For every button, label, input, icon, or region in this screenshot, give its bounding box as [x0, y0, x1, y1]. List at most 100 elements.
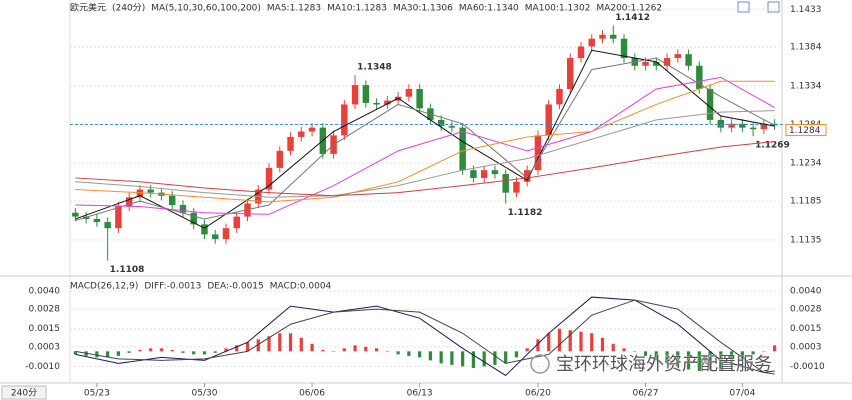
candle-body: [610, 34, 617, 39]
macd-bar: [568, 330, 572, 352]
candle-body: [717, 119, 725, 128]
candle-body: [663, 58, 671, 66]
macd-bar: [288, 333, 293, 352]
macd-bar: [245, 342, 250, 352]
candle-body: [771, 123, 778, 126]
macd-bar: [504, 351, 508, 364]
candle-body: [168, 195, 176, 206]
y-tick-label: 0.0015: [790, 324, 822, 334]
x-tick-label: 06/13: [407, 389, 433, 399]
macd-bar: [353, 345, 357, 352]
macd-bar: [686, 351, 691, 370]
candle-body: [298, 131, 305, 137]
macd-bar: [213, 351, 217, 353]
candle-body: [437, 119, 445, 127]
macd-bar: [428, 351, 432, 361]
y-tick-label-left: 0.0003: [29, 342, 61, 352]
legend-label: MA5:1.1283: [267, 4, 321, 14]
candle-body: [470, 170, 477, 178]
watermark: 宝环环球海外资产配置服务: [556, 354, 772, 375]
candle-body: [556, 88, 563, 105]
candle-body: [125, 197, 133, 207]
y-tick-label: 1.1185: [790, 197, 822, 207]
candle-body: [513, 181, 520, 193]
candle-body: [642, 61, 649, 66]
y-tick-label: 1.1135: [790, 235, 822, 245]
price-annotation: 1.1182: [508, 208, 543, 218]
macd-bar: [697, 351, 701, 371]
y-tick-label: 1.1334: [790, 81, 822, 91]
candle-body: [115, 206, 122, 229]
candle-body: [567, 58, 574, 89]
line-series: [75, 49, 775, 229]
window-button[interactable]: [737, 1, 750, 13]
macd-bar: [192, 351, 196, 355]
x-tick-label: 07/04: [729, 389, 755, 399]
legend-label: DIFF:-0.0013: [144, 282, 201, 292]
macd-bar: [471, 351, 476, 368]
macd-bar: [267, 336, 271, 352]
macd-bar: [547, 333, 551, 352]
candle-body: [72, 212, 79, 217]
candle-body: [599, 34, 606, 39]
macd-bar: [138, 349, 142, 352]
candle-body: [459, 127, 466, 171]
macd-bar: [278, 333, 282, 352]
line-series: [75, 57, 775, 221]
legend-label: MA(5,10,30,60,100,200): [151, 4, 261, 14]
price-annotation: 1.1108: [110, 265, 145, 275]
candle-body: [480, 170, 488, 178]
legend-label: MA10:1.1283: [327, 4, 387, 14]
x-tick-label: 05/30: [192, 389, 218, 399]
candle-body: [104, 222, 111, 229]
candle-body: [201, 224, 208, 235]
macd-bar: [493, 351, 497, 365]
macd-bar: [73, 351, 77, 355]
candle-body: [190, 212, 197, 225]
candle-body: [384, 100, 391, 105]
window-button[interactable]: [767, 1, 780, 13]
y-tick-label: 0.0040: [790, 287, 822, 297]
y-tick-label: 0.0003: [790, 342, 822, 352]
line-series: [75, 80, 775, 203]
macd-bar: [396, 351, 400, 355]
macd-bar: [385, 351, 389, 352]
candle-body: [491, 170, 499, 175]
legend-label: MACD(26,12,9): [70, 282, 138, 292]
legend-label: MA60:1.1340: [459, 4, 519, 14]
macd-bar: [235, 345, 239, 352]
candle-body: [706, 88, 714, 120]
candle-body: [620, 38, 628, 59]
x-tick-label: 06/20: [525, 389, 551, 399]
period-label[interactable]: 240分: [11, 388, 37, 399]
macd-bar: [95, 351, 99, 358]
candle-body: [308, 127, 316, 132]
macd-bar: [127, 351, 131, 353]
last-price-box: [785, 124, 827, 137]
price-annotation: 1.1348: [357, 63, 392, 73]
macd-bar: [224, 348, 228, 352]
y-tick-label: 1.1234: [790, 159, 822, 169]
y-tick-label-left: 0.0028: [29, 305, 61, 315]
candle-body: [577, 46, 585, 59]
legend-label: MA30:1.1306: [393, 4, 453, 14]
candle-body: [588, 38, 595, 47]
candle-body: [749, 127, 757, 130]
macd-bar: [202, 351, 207, 355]
macd-bar: [170, 349, 174, 352]
candle-body: [760, 123, 768, 130]
macd-bar: [762, 351, 766, 352]
candle-body: [685, 54, 692, 66]
candle-body: [502, 174, 509, 193]
macd-bar: [439, 351, 443, 364]
macd-bar: [321, 349, 325, 352]
macd-bar: [342, 348, 346, 352]
macd-bar: [461, 351, 465, 367]
macd-bar: [181, 351, 185, 353]
price-annotation: 1.1269: [755, 141, 790, 151]
candle-body: [233, 216, 240, 229]
macd-bar: [514, 351, 519, 358]
period-button[interactable]: [1, 385, 47, 400]
macd-bar: [590, 333, 594, 352]
